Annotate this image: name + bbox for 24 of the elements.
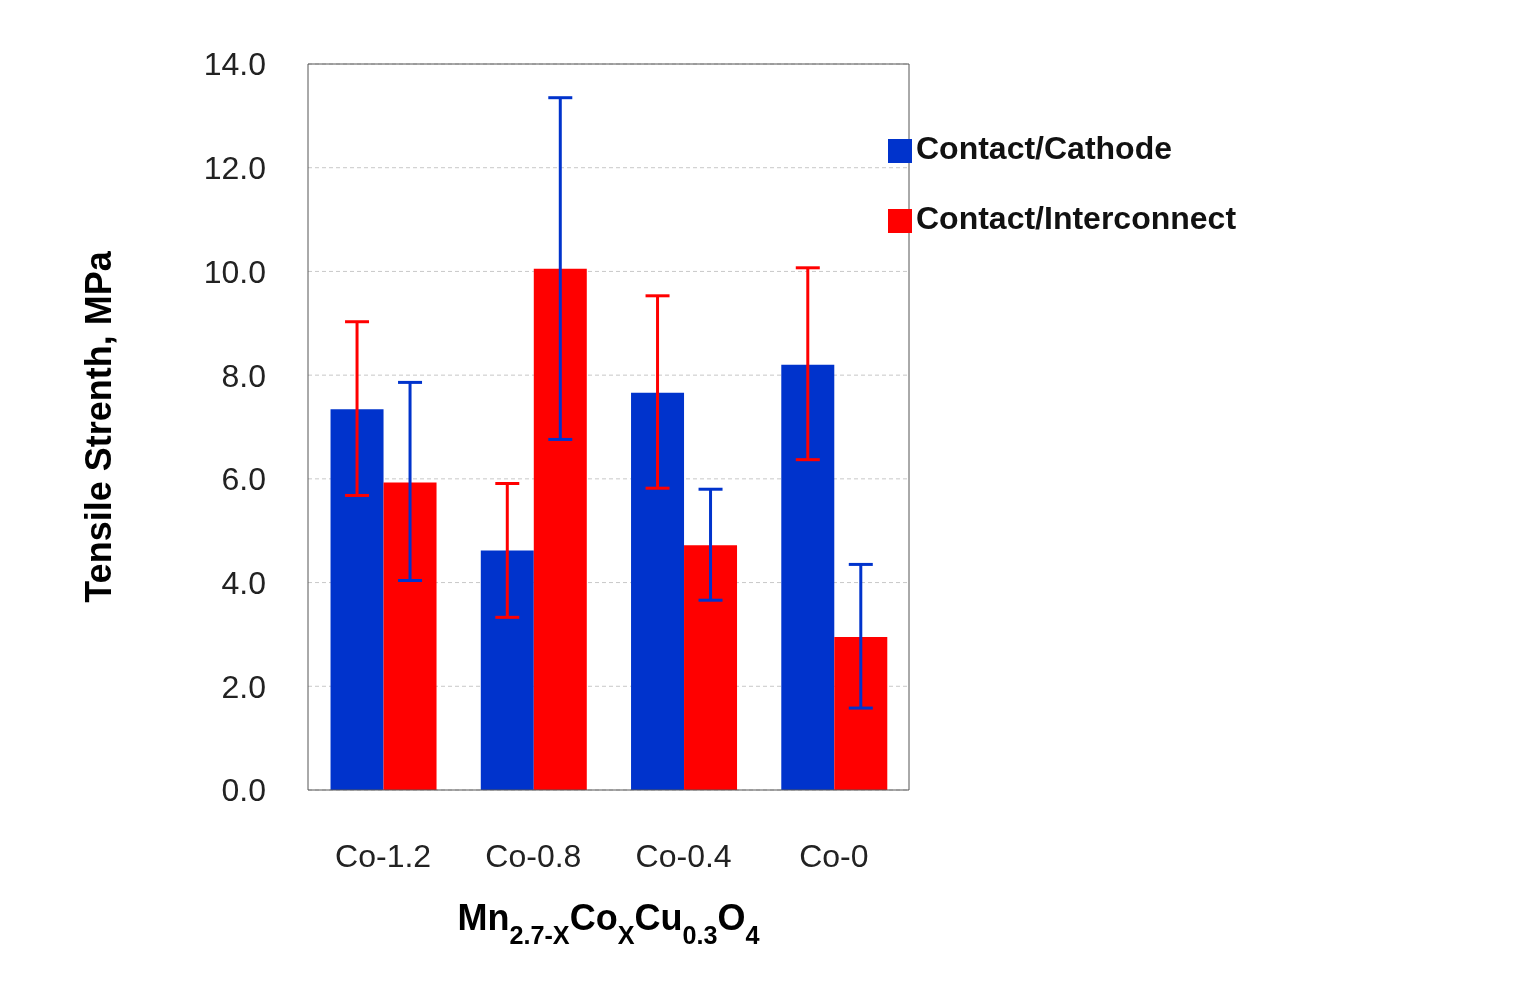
- y-tick-label: 14.0: [203, 46, 266, 83]
- bar: [631, 392, 685, 790]
- bar: [834, 637, 888, 790]
- x-axis-title: Mn$_{2.7-X}$Co$_{X}$Cu$_{0.3}$O$_{4}$: [457, 897, 760, 949]
- x-tick-label: Co-0.8: [485, 837, 582, 874]
- x-tick-label: Co-0: [799, 837, 869, 874]
- y-tick-label: 0.0: [221, 772, 266, 809]
- y-axis-title: Tensile Strenth, MPa: [77, 250, 119, 603]
- bar: [533, 268, 587, 790]
- y-tick-label: 12.0: [203, 150, 266, 187]
- x-tick-label: Co-0.4: [635, 837, 732, 874]
- legend-label: Contact/Cathode: [916, 130, 1172, 166]
- y-tick-label: 4.0: [221, 564, 266, 601]
- bar: [480, 550, 534, 790]
- y-tick-label: 2.0: [221, 668, 266, 705]
- y-tick-label: 6.0: [221, 461, 266, 498]
- y-tick-label: 10.0: [203, 253, 266, 290]
- bar: [684, 545, 738, 790]
- x-tick-label: Co-1.2: [335, 837, 432, 874]
- legend-label: Contact/Interconnect: [916, 200, 1237, 236]
- bar: [330, 409, 384, 790]
- bar: [383, 482, 437, 790]
- y-tick-label: 8.0: [221, 357, 266, 394]
- bar: [781, 364, 835, 790]
